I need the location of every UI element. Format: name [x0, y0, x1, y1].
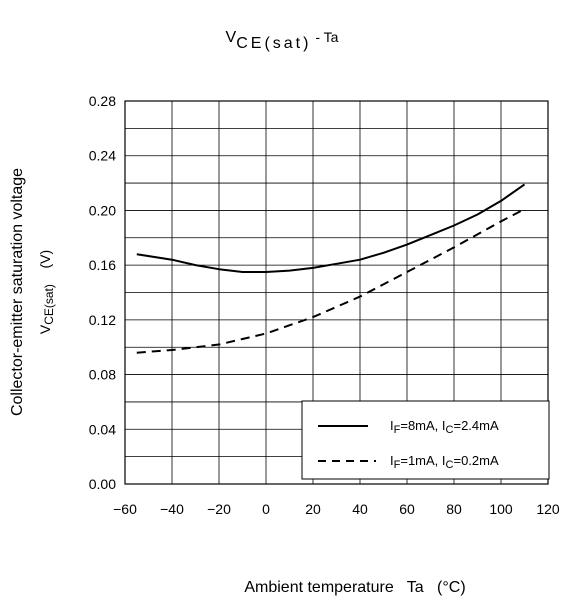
legend-label-2: IF=1mA, IC=0.2mA	[390, 453, 499, 471]
chart-title-main: V	[226, 29, 237, 46]
chart-title-sub: CE(sat)	[236, 35, 311, 52]
y-tick-label: 0.00	[89, 476, 116, 492]
legend: IF=8mA, IC=2.4mA IF=1mA, IC=0.2mA	[301, 400, 550, 480]
x-tick-label: −40	[160, 501, 184, 517]
series-line-2	[136, 208, 525, 354]
x-tick-label: 60	[399, 501, 415, 517]
y-tick-label: 0.28	[89, 93, 116, 109]
chart-title: VCE(sat) - Ta	[226, 29, 339, 52]
x-tick-label: 40	[352, 501, 368, 517]
x-tick-label: 0	[262, 501, 270, 517]
y-tick-labels: 0.00 0.04 0.08 0.12 0.16 0.20 0.24 0.28	[89, 93, 116, 492]
series-lines	[136, 183, 526, 354]
chart-title-tail: - Ta	[311, 29, 338, 45]
y-axis-label: Collector-emitter saturation voltage	[9, 168, 26, 416]
y-axis-symbol: VCE(sat) (V)	[37, 250, 56, 334]
x-tick-label: −20	[207, 501, 231, 517]
y-tick-label: 0.20	[89, 202, 116, 218]
legend-label-1: IF=8mA, IC=2.4mA	[390, 418, 499, 436]
y-tick-label: 0.08	[89, 367, 116, 383]
series-line-1	[136, 183, 526, 273]
plot-frame	[124, 100, 549, 485]
y-tick-label: 0.12	[89, 312, 116, 328]
x-tick-labels: −60 −40 −20 0 20 40 60 80 100 120	[113, 501, 560, 517]
legend-box	[301, 400, 550, 480]
y-tick-label: 0.16	[89, 257, 116, 273]
x-tick-label: 80	[446, 501, 462, 517]
x-axis-label: Ambient temperature Ta (°C)	[244, 579, 465, 596]
x-tick-label: 100	[489, 501, 513, 517]
y-tick-label: 0.04	[89, 421, 116, 437]
x-tick-label: −60	[113, 501, 137, 517]
y-tick-label: 0.24	[89, 148, 116, 164]
x-tick-label: 20	[305, 501, 321, 517]
x-tick-label: 120	[536, 501, 560, 517]
